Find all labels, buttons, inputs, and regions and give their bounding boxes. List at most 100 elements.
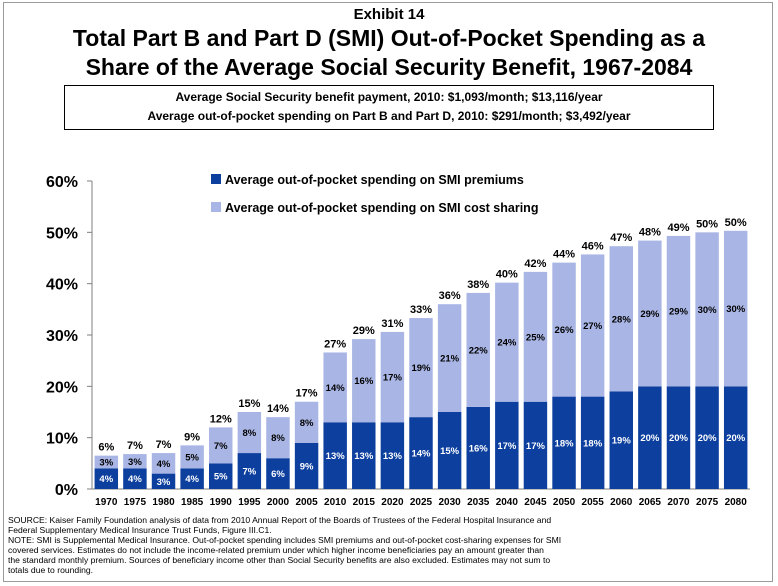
data-label-premiums: 16% [469,443,489,454]
legend-swatch [211,202,221,212]
y-tick-label: 30% [46,328,78,345]
source-line-1: SOURCE: Kaiser Family Foundation analysi… [8,515,552,525]
bar-premiums [94,468,119,489]
data-label-total: 29% [353,325,375,337]
data-label-premiums: 18% [583,438,603,449]
data-label-cost-sharing: 26% [555,325,575,336]
y-tick-label: 10% [46,431,78,448]
bar-cost-sharing [380,331,405,423]
x-tick-label: 2020 [381,497,404,508]
x-tick-label: 1985 [181,497,204,508]
data-label-cost-sharing: 30% [726,304,746,315]
data-label-premiums: 20% [640,433,660,444]
note-line-1: NOTE: SMI is Supplemental Medical Insura… [8,535,562,545]
data-label-premiums: 18% [555,438,575,449]
bar-cost-sharing [523,271,548,402]
bar-premiums [638,386,662,489]
bar-premiums [437,412,462,489]
bar-cost-sharing [552,262,576,397]
data-label-total: 17% [296,388,318,400]
data-label-premiums: 15% [440,446,460,457]
bar-premiums [495,401,519,489]
bar-premiums [352,422,376,489]
x-tick-label: 2075 [696,497,719,508]
data-label-premiums: 4% [128,474,142,485]
bar-premiums [123,468,147,489]
data-label-premiums: 4% [185,474,199,485]
legend-label: Average out-of-pocket spending on SMI co… [225,201,538,215]
x-tick-label: 1980 [152,497,175,508]
x-tick-label: 1990 [210,497,233,508]
data-label-premiums: 5% [214,472,228,483]
bar-premiums [695,386,719,489]
bar-cost-sharing [209,427,233,464]
data-label-premiums: 19% [612,436,632,447]
x-tick-label: 2015 [353,497,376,508]
bar-cost-sharing [294,401,319,443]
data-label-total: 7% [127,440,143,452]
bar-premiums [466,406,490,489]
bar-premiums [723,386,748,489]
labels-layer: 1970 4% 3% 6% 1975 4% 3% 7% 1980 3% 4% 7% 1985 4% 5% 9%… [95,217,747,508]
note-line-3: the standard monthly premium. Sources of… [8,555,551,565]
bar-premiums [209,463,233,489]
data-label-premiums: 13% [354,451,374,462]
bar-premiums [580,396,605,489]
data-label-premiums: 20% [698,433,718,444]
data-label-cost-sharing: 8% [300,418,314,429]
bar-cost-sharing [695,232,719,387]
data-label-premiums: 6% [271,469,285,480]
data-label-total: 42% [524,258,546,270]
data-label-total: 27% [324,338,346,350]
title-line-1: Total Part B and Part D (SMI) Out-of-Poc… [72,25,706,51]
legend-swatch [211,174,221,184]
data-label-cost-sharing: 30% [698,305,718,316]
bar-cost-sharing [94,455,119,469]
info-line-1: Average Social Security benefit payment,… [175,90,603,104]
bar-premiums [294,442,319,489]
bar-cost-sharing [123,454,147,469]
data-label-cost-sharing: 16% [354,376,374,387]
data-label-total: 44% [553,249,575,261]
bar-cost-sharing [237,412,262,454]
data-label-total: 6% [98,442,114,454]
data-label-premiums: 9% [300,461,314,472]
data-label-total: 33% [410,304,432,316]
data-label-premiums: 17% [526,441,546,452]
data-label-total: 50% [725,217,747,229]
source-line-2: Federal Supplementary Medical Insurance … [8,525,272,535]
x-tick-label: 2040 [496,497,519,508]
data-label-total: 31% [381,318,403,330]
data-label-cost-sharing: 8% [271,433,285,444]
x-tick-label: 2065 [639,497,662,508]
bar-cost-sharing [352,339,376,423]
bar-cost-sharing [666,235,691,387]
data-label-premiums: 13% [383,451,403,462]
y-tick-label: 40% [46,277,78,294]
bar-premiums [266,458,290,489]
bar-premiums [523,401,548,489]
bar-premiums [609,391,633,489]
bar-cost-sharing [323,352,347,423]
bar-cost-sharing [151,453,176,474]
data-label-total: 47% [610,232,632,244]
data-label-cost-sharing: 21% [440,354,460,365]
data-label-total: 40% [496,269,518,281]
bar-cost-sharing [580,254,605,397]
data-label-cost-sharing: 28% [612,314,632,325]
x-tick-label: 2045 [524,497,547,508]
data-label-total: 48% [639,227,661,239]
bar-premiums [323,422,347,489]
info-box: Average Social Security benefit payment,… [64,85,714,130]
x-tick-label: 2070 [667,497,690,508]
data-label-total: 14% [267,403,289,415]
data-label-total: 15% [238,398,260,410]
data-label-premiums: 20% [726,433,746,444]
data-label-premiums: 3% [157,477,171,488]
bar-cost-sharing [466,292,490,407]
y-tick-label: 50% [46,225,78,242]
x-tick-label: 2055 [582,497,605,508]
data-label-total: 50% [696,218,718,230]
data-label-cost-sharing: 24% [497,338,517,349]
